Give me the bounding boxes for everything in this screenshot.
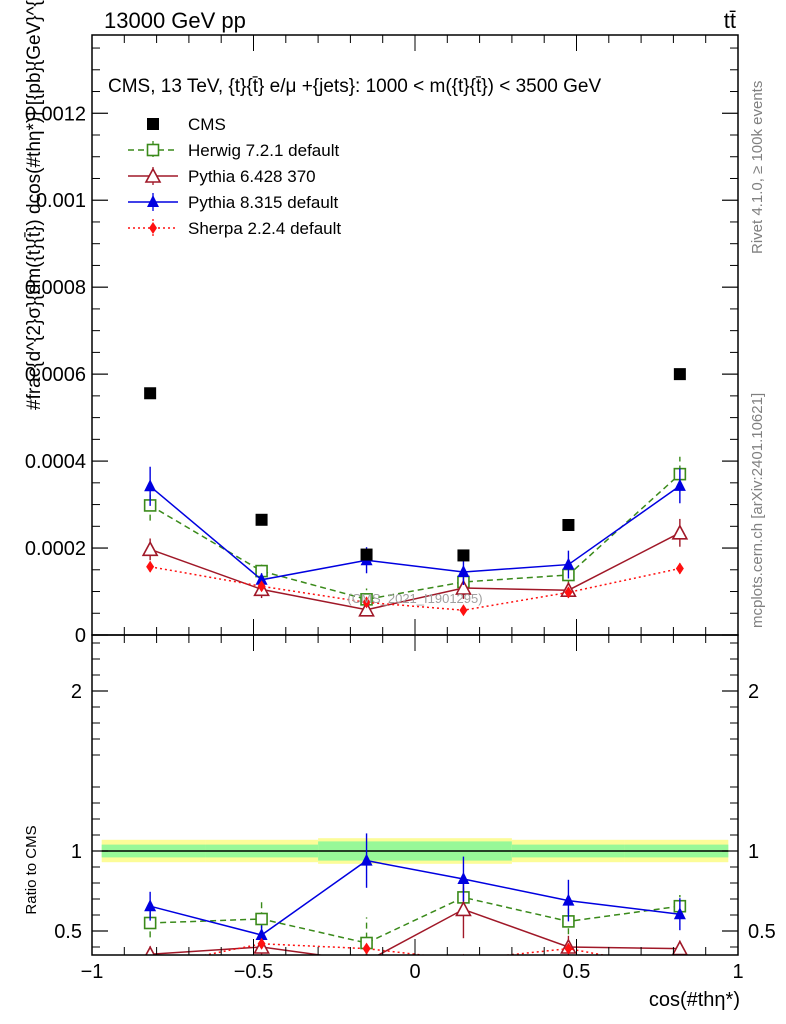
main-sherpa-point <box>362 596 371 609</box>
main-y-tick-label: 0.0004 <box>25 451 86 473</box>
legend-pythia6-label: Pythia 6.428 370 <box>188 167 316 186</box>
legend-herwig-marker <box>146 143 160 157</box>
legend-cms-label: CMS <box>188 115 226 134</box>
main-cms-point <box>360 548 373 561</box>
ratio-pythia6-line <box>150 908 680 955</box>
legend-entry-pythia8: Pythia 8.315 default <box>128 193 339 212</box>
main-cms-point <box>255 513 268 526</box>
main-sherpa-point <box>146 560 155 573</box>
plot-title: CMS, 13 TeV, {t}{t̄} e/μ +{jets}: 1000 <… <box>108 76 601 97</box>
y-axis-label: #frac{d^{2}σ}{dm({t}{t̄}) dcos(#thη*)} [… <box>24 0 45 410</box>
main-pythia6-point <box>358 601 375 617</box>
ratio-pythia8-point <box>255 928 268 940</box>
main-y-tick-label: 0.0002 <box>25 538 86 560</box>
main-pythia8-point <box>673 478 686 491</box>
ratio-pythia6-point <box>145 945 156 955</box>
ratio-y-tick-label-right: 2 <box>748 681 759 703</box>
legend-entry-pythia6: Pythia 6.428 370 <box>128 167 316 186</box>
ratio-series-sherpa <box>146 937 684 975</box>
ratio-pythia8-point <box>457 872 470 884</box>
x-axis-label: cos(#thη*) <box>649 989 740 1011</box>
analysis-watermark: (CMS_2021_I1901295) <box>347 591 482 606</box>
rivet-version-label: Rivet 4.1.0, ≥ 100k events <box>749 81 766 254</box>
main-series-pythia8 <box>144 466 686 587</box>
ratio-herwig-line <box>150 896 680 944</box>
x-tick-label: −0.5 <box>234 961 273 983</box>
legend-sherpa-label: Sherpa 2.2.4 default <box>188 219 341 238</box>
ratio-sherpa-point <box>362 942 371 955</box>
legend-herwig-label: Herwig 7.2.1 default <box>188 141 339 160</box>
main-pythia6-point <box>671 524 689 540</box>
ratio-frame <box>91 634 739 956</box>
main-sherpa-point <box>564 586 573 599</box>
x-tick-label: 0.5 <box>563 961 591 983</box>
main-y-tick-label: 0.0012 <box>25 103 86 125</box>
main-pythia6-line <box>149 532 681 611</box>
ratio-pythia8-point <box>673 907 686 920</box>
legend-cms-marker <box>147 118 159 130</box>
main-pythia8-line <box>149 485 681 581</box>
ratio-y-tick-label: 0.5 <box>54 921 82 943</box>
ratio-y-tick-label-right: 0.5 <box>748 921 776 943</box>
ratio-y-tick-label: 2 <box>71 681 82 703</box>
ratio-sherpa-point <box>676 963 684 975</box>
main-series-cms <box>144 368 686 562</box>
ratio-pythia6-point <box>365 952 368 955</box>
main-pythia8-point <box>255 572 268 585</box>
legend-entry-cms: CMS <box>147 115 226 134</box>
main-y-tick-label: 0 <box>75 625 86 647</box>
main-cms-point <box>673 368 686 381</box>
legend: CMS Herwig 7.2.1 default Pythia 6.428 370 P… <box>128 115 341 238</box>
main-sherpa-point <box>459 604 468 617</box>
main-y-tick-label: 0.001 <box>36 190 86 212</box>
x-tick-label: −1 <box>81 961 104 983</box>
ratio-pythia8-point <box>360 853 373 866</box>
main-pythia6-point <box>455 579 472 595</box>
main-sherpa-point <box>257 580 266 593</box>
legend-pythia6-marker <box>144 167 162 183</box>
legend-entry-herwig: Herwig 7.2.1 default <box>128 141 339 160</box>
main-pythia6-point <box>141 540 159 557</box>
main-cms-point <box>562 519 575 531</box>
main-y-tick-label: 0.0008 <box>25 277 86 299</box>
legend-pythia8-marker <box>147 195 159 207</box>
ratio-pythia6-point <box>455 900 472 917</box>
legend-sherpa-marker <box>149 222 157 234</box>
process-label: tt̄ <box>724 8 736 33</box>
main-y-tick-label: 0.0006 <box>25 364 86 386</box>
main-series-herwig <box>143 456 687 611</box>
ratio-pythia8-line <box>149 859 680 936</box>
ratio-pythia8-point <box>562 893 575 906</box>
main-panel: CMS, 13 TeV, {t}{t̄} e/μ +{jets}: 1000 <… <box>24 0 739 647</box>
main-pythia8-point <box>144 479 157 492</box>
main-pythia8-point <box>562 557 575 570</box>
main-pythia8-point <box>457 564 470 577</box>
ratio-sherpa-point <box>564 942 573 955</box>
ratio-herwig-point <box>255 912 268 926</box>
main-sherpa-point <box>675 562 684 575</box>
source-label: mcplots.cern.ch [arXiv:2401.10621] <box>749 393 766 628</box>
ratio-sherpa-point <box>257 937 266 950</box>
x-tick-label: 1 <box>732 961 743 983</box>
ratio-panel: 0.5 0.51 12 2−1 −0.5 0 0.5 1 Ratio to CMS cos(#… <box>23 634 776 1011</box>
ratio-sherpa-line <box>202 943 607 955</box>
ratio-pythia8-point <box>144 899 157 912</box>
ratio-y-tick-label: 1 <box>71 841 82 863</box>
energy-label: 13000 GeV pp <box>104 8 246 33</box>
main-series-sherpa <box>146 560 684 617</box>
legend-entry-sherpa: Sherpa 2.2.4 default <box>128 219 341 238</box>
ratio-series-pythia8 <box>144 833 686 945</box>
x-tick-label: 0 <box>409 961 420 983</box>
main-cms-point <box>457 549 470 562</box>
ratio-y-tick-label-right: 1 <box>748 841 759 863</box>
legend-pythia8-label: Pythia 8.315 default <box>188 193 339 212</box>
ratio-y-axis-label: Ratio to CMS <box>23 825 40 914</box>
ratio-sherpa-point <box>146 960 154 972</box>
main-cms-point <box>144 387 157 400</box>
